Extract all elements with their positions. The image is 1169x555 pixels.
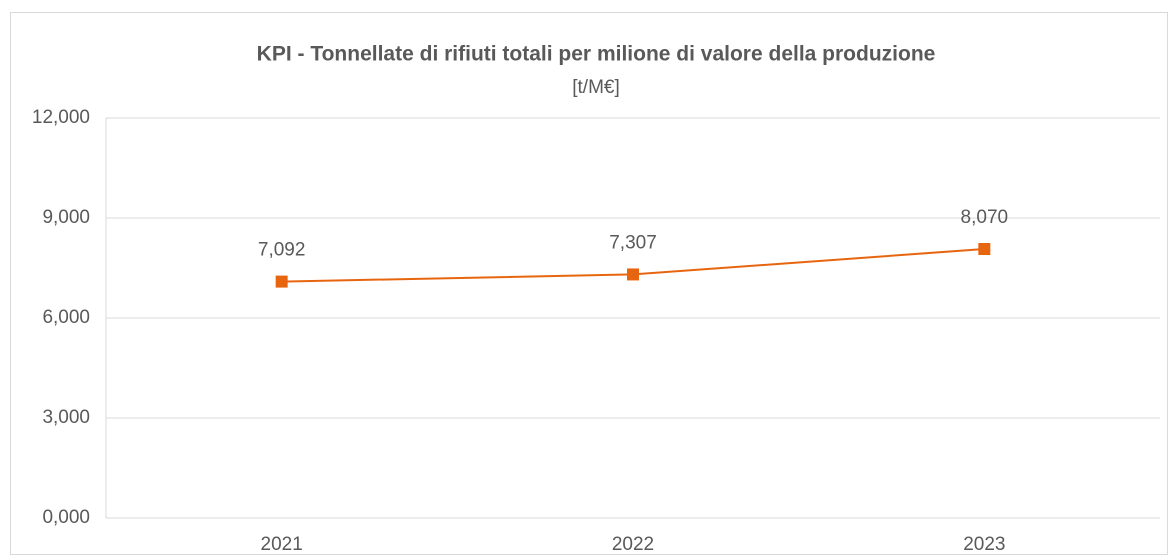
data-label: 8,070: [961, 207, 1009, 228]
y-tick-label: 0,000: [42, 507, 90, 528]
chart-title: KPI - Tonnellate di rifiuti totali per m…: [257, 43, 936, 66]
marker: [627, 268, 639, 281]
marker: [275, 275, 288, 288]
chart-subtitle: [t/M€]: [572, 77, 620, 98]
x-tick-label: 2023: [963, 534, 1005, 555]
y-tick-label: 3,000: [42, 407, 90, 428]
marker: [978, 243, 991, 255]
y-tick-label: 12,000: [32, 107, 90, 128]
x-tick-label: 2021: [261, 534, 303, 555]
chart-border: [10, 12, 1168, 555]
y-tick-label: 9,000: [42, 207, 90, 228]
y-tick-label: 6,000: [42, 307, 90, 328]
data-label: 7,092: [258, 240, 306, 261]
x-tick-label: 2022: [612, 534, 654, 555]
data-label: 7,307: [609, 232, 657, 253]
